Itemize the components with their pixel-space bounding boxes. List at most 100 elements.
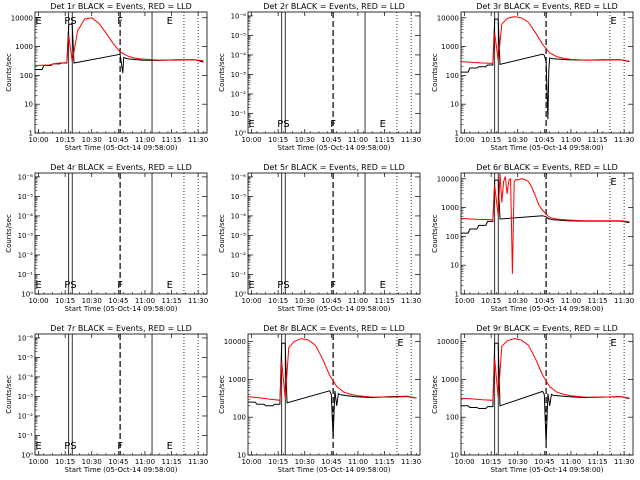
x-tick-label: 10:00	[454, 136, 474, 144]
panel-det-2: Det 2r BLACK = Events, RED = LLD 10:00 10:…	[218, 2, 421, 152]
panel-det-6: Det 6r BLACK = Events, RED = LLD 10:00 10:…	[431, 163, 634, 313]
y-tick-label: 10	[450, 101, 459, 109]
y-tick-label: 10⁰	[21, 452, 33, 460]
x-axis-label: Start Time (05-Oct-14 09:58:00)	[491, 144, 604, 152]
x-tick-label: 10:30	[508, 136, 528, 144]
series-lld-red	[248, 338, 417, 401]
y-axis-label: Counts/sec	[431, 53, 439, 92]
panel-title: Det 4r BLACK = Events, RED = LLD	[50, 163, 192, 172]
x-tick-label: 10:00	[28, 458, 48, 466]
x-tick-label: 10:00	[454, 297, 474, 305]
y-tick-label: 10⁻⁴	[18, 212, 34, 220]
series-lld-red	[461, 338, 630, 401]
y-tick-label: 1	[455, 130, 459, 138]
y-tick-label: 10	[450, 452, 459, 460]
plot-frame	[34, 172, 208, 295]
y-tick-label: 10000	[11, 14, 33, 22]
x-axis-label: Start Time (05-Oct-14 09:58:00)	[65, 144, 178, 152]
y-tick-label: 10⁻⁶	[18, 173, 34, 181]
panel-title: Det 3r BLACK = Events, RED = LLD	[476, 2, 618, 11]
y-tick-label: 10000	[437, 175, 459, 183]
y-tick-label: 10	[237, 452, 246, 460]
marker-label: E	[248, 119, 254, 130]
y-tick-label: 10⁰	[21, 291, 33, 299]
y-tick-label: 10⁻⁵	[231, 193, 247, 201]
marker-label: PS	[277, 119, 289, 130]
x-tick-label: 10:00	[454, 458, 474, 466]
x-tick-label: 11:30	[401, 297, 421, 305]
marker-label: F	[330, 280, 336, 291]
x-tick-label: 10:00	[241, 458, 261, 466]
y-tick-label: 10⁻³	[18, 232, 34, 240]
x-tick-label: 11:30	[614, 458, 634, 466]
y-tick-label: 1000	[15, 43, 33, 51]
series-events-black	[461, 342, 630, 444]
plot-frame	[247, 11, 421, 134]
marker-label: PS	[64, 280, 76, 291]
x-tick-label: 10:15	[55, 297, 75, 305]
plot-content	[461, 12, 630, 133]
marker-label: E	[167, 441, 173, 452]
plot-frame	[247, 333, 421, 456]
plot-frame	[34, 11, 208, 134]
x-tick-label: 11:00	[348, 136, 368, 144]
panel-det-4: Det 4r BLACK = Events, RED = LLD 10:00 10:…	[5, 163, 208, 313]
x-tick-label: 10:15	[55, 458, 75, 466]
panel-title: Det 5r BLACK = Events, RED = LLD	[263, 163, 405, 172]
y-axis-label: Counts/sec	[431, 214, 439, 253]
y-tick-label: 10⁻³	[231, 71, 247, 79]
series-lld-red	[35, 17, 204, 66]
panel-title: Det 2r BLACK = Events, RED = LLD	[263, 2, 405, 11]
y-tick-label: 10⁻⁵	[18, 193, 34, 201]
y-tick-label: 10	[24, 101, 33, 109]
y-tick-label: 10⁻⁶	[231, 173, 247, 181]
series-events-black	[461, 179, 630, 234]
y-tick-label: 100	[446, 414, 459, 422]
panel-det-3: Det 3r BLACK = Events, RED = LLD 10:00 10:…	[431, 2, 634, 152]
y-tick-label: 10⁻⁶	[231, 12, 247, 20]
x-tick-label: 10:30	[82, 297, 102, 305]
marker-label: E	[35, 441, 41, 452]
x-tick-label: 10:15	[268, 136, 288, 144]
x-tick-label: 11:15	[161, 136, 181, 144]
x-tick-label: 11:15	[587, 458, 607, 466]
series-lld-red	[461, 173, 630, 274]
x-tick-label: 11:00	[348, 458, 368, 466]
y-tick-label: 10	[450, 262, 459, 270]
x-tick-label: 10:45	[321, 136, 341, 144]
x-tick-label: 10:30	[508, 297, 528, 305]
x-tick-label: 11:00	[561, 458, 581, 466]
plot-content	[68, 173, 199, 294]
plot-frame	[247, 172, 421, 295]
y-tick-label: 10⁻¹	[231, 110, 247, 118]
marker-label: F	[330, 119, 336, 130]
panel-title: Det 6r BLACK = Events, RED = LLD	[476, 163, 618, 172]
y-axis-label: Counts/sec	[218, 375, 226, 414]
marker-label: E	[380, 119, 386, 130]
x-tick-label: 10:45	[108, 458, 128, 466]
y-tick-label: 10⁻⁴	[231, 51, 247, 59]
panel-title: Det 8r BLACK = Events, RED = LLD	[263, 324, 405, 333]
x-tick-label: 11:30	[188, 458, 208, 466]
marker-label: E	[35, 280, 41, 291]
marker-label: E	[610, 177, 616, 188]
x-tick-label: 10:45	[534, 136, 554, 144]
x-tick-label: 10:30	[82, 458, 102, 466]
marker-label: E	[380, 280, 386, 291]
x-tick-label: 10:15	[481, 297, 501, 305]
y-tick-label: 10⁻⁵	[18, 354, 34, 362]
y-tick-label: 10⁰	[234, 291, 246, 299]
y-tick-label: 10⁻¹	[231, 271, 247, 279]
x-axis-label: Start Time (05-Oct-14 09:58:00)	[65, 466, 178, 474]
x-tick-label: 10:45	[321, 458, 341, 466]
marker-label: E	[610, 338, 616, 349]
marker-label: PS	[64, 441, 76, 452]
x-tick-label: 10:00	[241, 136, 261, 144]
x-tick-label: 10:00	[28, 297, 48, 305]
x-tick-label: 11:15	[587, 297, 607, 305]
x-axis-label: Start Time (05-Oct-14 09:58:00)	[278, 466, 391, 474]
x-tick-label: 10:30	[295, 136, 315, 144]
marker-label: E	[35, 16, 41, 27]
panel-det-1: Det 1r BLACK = Events, RED = LLD 10:00 10:…	[5, 2, 208, 152]
